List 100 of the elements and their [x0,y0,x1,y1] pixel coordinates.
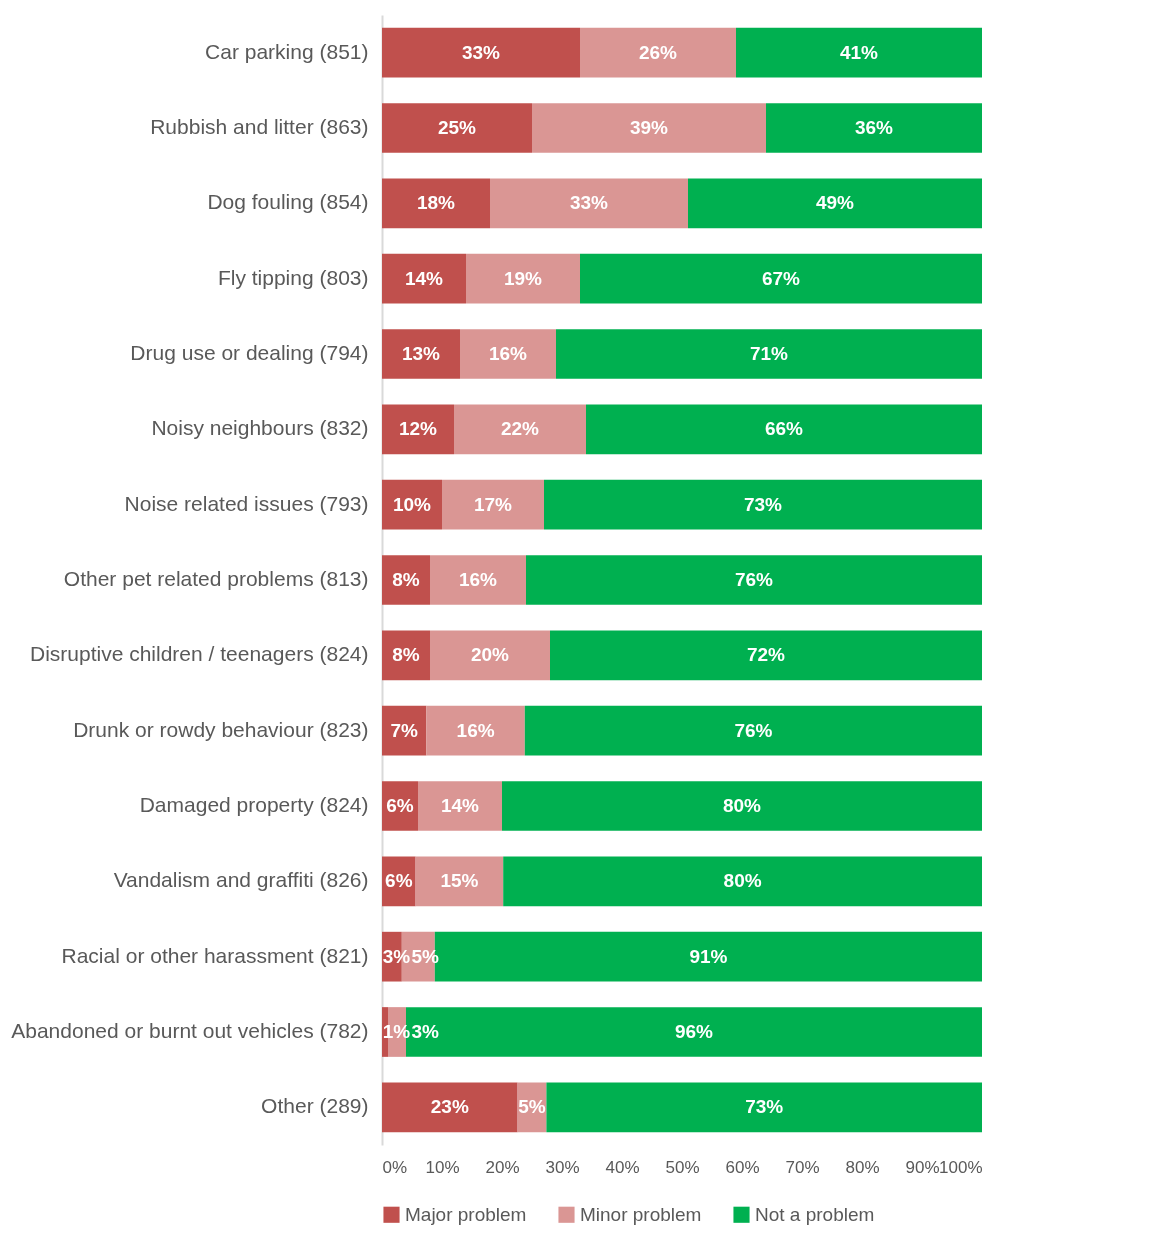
y-tick-label: Vandalism and graffiti (826) [113,868,369,892]
y-tick-label: Fly tipping (803) [217,265,369,289]
data-label: 3% [382,945,411,967]
data-label: 8% [392,569,420,590]
bar [766,103,982,153]
bar [382,253,466,304]
y-tick-label: Other (289) [261,1094,369,1118]
x-tick-label: 40% [605,1157,640,1177]
bar [382,27,580,78]
bar [736,27,982,78]
y-tick-label: Damaged property (824) [139,793,369,816]
bar [382,479,442,530]
data-label: 39% [629,117,669,138]
data-label: 71% [749,343,789,364]
bar [382,555,430,605]
bar [382,178,490,229]
x-tick-label: 90% [905,1157,940,1177]
data-label: 20% [470,644,510,666]
data-label: 22% [500,418,540,440]
bar [503,856,982,907]
data-label: 66% [764,418,804,440]
y-tick-label: Noisy neighbours (832) [151,416,369,440]
data-label: 13% [401,343,441,364]
data-label: 73% [745,1096,784,1118]
data-label: 33% [569,192,609,214]
x-tick-label: 70% [785,1157,820,1177]
data-label: 72% [746,644,786,666]
data-label: 16% [456,719,495,741]
bar [466,253,580,304]
data-label: 6% [385,870,413,892]
legend-label: Major problem [405,1203,527,1225]
bar [415,856,504,907]
bar [442,479,544,530]
data-label: 3% [411,1021,440,1042]
data-label: 73% [743,493,783,515]
bar [544,479,982,530]
data-label: 12% [398,418,438,440]
bar [580,27,736,78]
bar [430,630,550,681]
x-tick-label: 50% [665,1157,700,1177]
bar [426,705,525,756]
y-tick-label: Car parking (851) [205,39,369,63]
y-tick-label: Noise related issues (793) [124,491,369,515]
data-label: 33% [461,41,501,63]
bar [382,329,460,379]
data-label: 76% [734,719,773,741]
data-label: 5% [518,1096,546,1118]
bar [502,781,982,831]
data-label: 49% [815,192,855,214]
bar [382,103,532,153]
y-tick-label: Abandoned or burnt out vehicles (782) [11,1019,369,1042]
y-tick-label: Drug use or dealing (794) [130,341,369,364]
data-label: 25% [437,117,477,138]
data-label: 15% [440,870,479,892]
bar [546,1082,982,1133]
bar [580,253,982,304]
data-label: 23% [430,1096,469,1118]
data-label: 91% [689,945,728,967]
bar [382,1082,518,1133]
data-label: 14% [440,795,480,816]
y-tick-label: Dog fouling (854) [207,190,369,214]
data-label: 26% [638,41,678,63]
x-tick-label: 20% [485,1157,520,1177]
data-label: 14% [404,267,444,289]
bar [460,329,556,379]
x-tick-label: 0% [382,1157,408,1177]
bar [418,781,502,831]
bar [688,178,982,229]
y-tick-label: Other pet related problems (813) [63,567,369,590]
legend-label: Minor problem [580,1203,702,1225]
bar [556,329,982,379]
data-label: 18% [416,192,456,214]
bar [490,178,688,229]
x-tick-label: 80% [845,1157,880,1177]
data-label: 96% [674,1021,714,1042]
data-label: 80% [723,870,762,892]
y-tick-label: Disruptive children / teenagers (824) [29,642,369,666]
data-label: 67% [761,267,801,289]
x-tick-label: 30% [545,1157,580,1177]
data-label: 36% [854,117,894,138]
bar [550,630,982,681]
bar [586,404,982,455]
data-label: 7% [390,719,419,741]
data-label: 6% [386,795,414,816]
data-label: 17% [473,493,513,515]
data-label: 16% [458,569,498,590]
data-label: 10% [392,493,432,515]
bar [454,404,586,455]
y-tick-label: Drunk or rowdy behaviour (823) [73,717,369,741]
bar [382,630,430,681]
bar [532,103,766,153]
bar [526,555,982,605]
legend-label: Not a problem [755,1203,875,1225]
data-label: 19% [503,267,543,289]
bar [382,404,454,455]
data-label: 76% [734,569,774,590]
x-tick-label: 10% [425,1157,460,1177]
data-label: 8% [392,644,420,666]
data-label: 16% [488,343,528,364]
data-label: 80% [722,795,762,816]
